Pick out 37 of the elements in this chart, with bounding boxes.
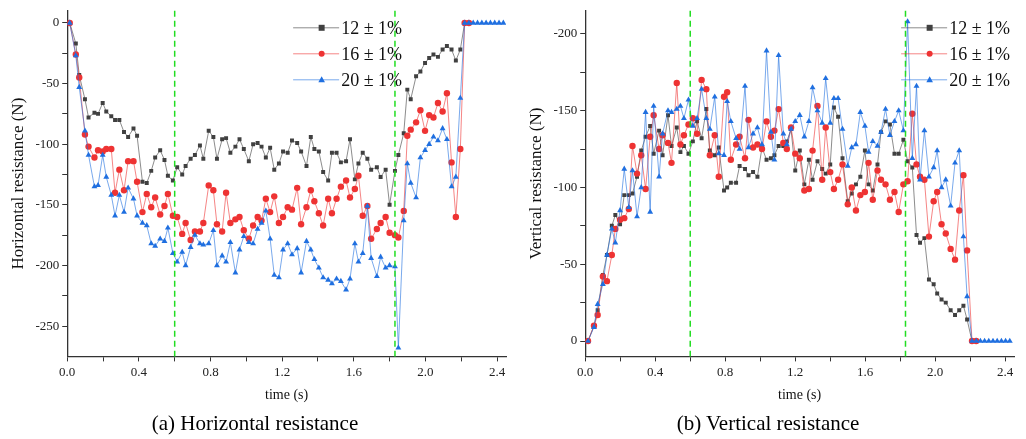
- text: (b) Vertical resistance: [676, 410, 860, 435]
- y-tick-label: 0: [52, 14, 60, 30]
- legend-label: 16 ± 1%: [949, 43, 1011, 64]
- x-tick-label: 2.4: [488, 363, 506, 379]
- text: (a) Horizontal resistance: [151, 410, 359, 435]
- x-tick-label: 0.4: [130, 363, 148, 379]
- y-tick-label: -50: [559, 255, 578, 271]
- x-tick-label: 0.4: [647, 363, 664, 379]
- legend-label: 12 ± 1%: [341, 17, 403, 38]
- x-tick-label: 0.8: [202, 363, 219, 379]
- legend-label: 20 ± 1%: [949, 69, 1011, 90]
- x-tick-label: 0.0: [59, 363, 76, 379]
- x-tick-label: 0.0: [577, 363, 594, 379]
- legend-label: 16 ± 1%: [341, 43, 403, 64]
- x-axis-title: time (s): [778, 387, 822, 404]
- x-tick-label: 1.6: [857, 363, 874, 379]
- x-tick-label: 1.6: [345, 363, 363, 379]
- x-tick-label: 2.0: [417, 363, 434, 379]
- y-axis-title: Horizontal resistance (N): [7, 97, 27, 270]
- y-tick-label: -100: [553, 178, 578, 194]
- x-tick-label: 2.0: [927, 363, 944, 379]
- y-tick-label: -200: [35, 256, 60, 272]
- y-axis-title: Vertical resistance (N): [525, 107, 545, 260]
- x-axis-title: time (s): [265, 387, 309, 404]
- legend-label: 12 ± 1%: [949, 17, 1011, 38]
- x-tick-label: 1.2: [787, 363, 804, 379]
- y-tick-label: -150: [553, 102, 578, 118]
- y-tick-label: -150: [35, 196, 60, 212]
- y-tick-label: 0: [570, 332, 578, 348]
- y-tick-label: -100: [35, 135, 60, 151]
- y-tick-label: -250: [35, 317, 60, 333]
- x-tick-label: 0.8: [717, 363, 734, 379]
- x-tick-label: 2.4: [997, 363, 1014, 379]
- x-tick-label: 1.2: [274, 363, 291, 379]
- y-tick-label: -200: [553, 25, 578, 41]
- legend-label: 20 ± 1%: [341, 69, 403, 90]
- y-tick-label: -50: [41, 74, 60, 90]
